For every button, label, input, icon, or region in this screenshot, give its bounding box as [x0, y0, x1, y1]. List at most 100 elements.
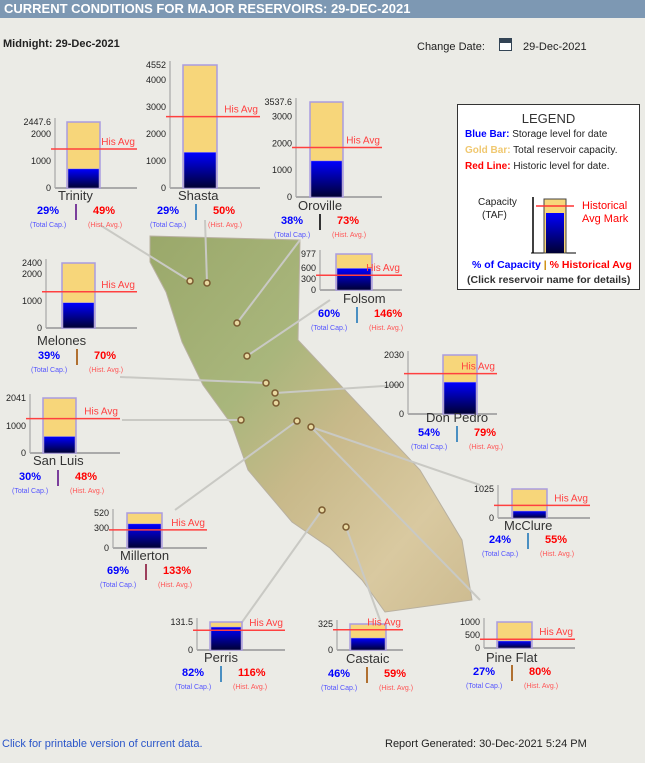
reservoir-name-link[interactable]: Folsom — [343, 291, 386, 306]
hist-avg-caption: (Hist. Avg.) — [158, 582, 193, 589]
legend-separator: | — [543, 259, 547, 271]
his-avg-label: His Avg — [367, 618, 401, 629]
reservoir-name-link[interactable]: Trinity — [58, 188, 93, 203]
reservoir-name-link[interactable]: Shasta — [178, 188, 219, 203]
reservoir-location-dot[interactable] — [262, 379, 270, 387]
change-date-value[interactable]: 29-Dec-2021 — [523, 41, 587, 53]
printable-version-link[interactable]: Click for printable version of current d… — [2, 738, 203, 750]
calendar-icon[interactable] — [499, 38, 512, 51]
reservoir-location-dot[interactable] — [293, 417, 301, 425]
his-avg-label: His Avg — [554, 493, 588, 504]
legend-panel: LEGEND Blue Bar: Storage level for date … — [457, 104, 640, 290]
tick-label: 3537.6 — [264, 97, 292, 107]
reservoir-location-dot[interactable] — [233, 319, 241, 327]
pct-hist: 133% — [163, 565, 192, 577]
legend-sample-bar-icon — [531, 197, 576, 254]
hist-avg-caption: (Hist. Avg.) — [469, 444, 504, 451]
his-avg-label: His Avg — [171, 518, 205, 529]
reservoir-name-link[interactable]: Millerton — [120, 548, 170, 563]
legend-gold-key: Gold Bar: — [465, 145, 511, 156]
his-avg-label: His Avg — [101, 280, 135, 291]
reservoir-location-dot[interactable] — [271, 389, 279, 397]
reservoir-name-link[interactable]: Don Pedro — [426, 410, 489, 425]
reservoir-location-dot[interactable] — [307, 423, 315, 431]
reservoir-name-link[interactable]: Oroville — [298, 198, 343, 213]
pct-divider — [145, 564, 147, 580]
reservoir-location-dot[interactable] — [342, 523, 350, 531]
pct-divider — [220, 666, 222, 682]
leader-line — [246, 299, 331, 357]
reservoir-location-dot[interactable] — [243, 352, 251, 360]
reservoir-location-dot[interactable] — [318, 506, 326, 514]
tick-label: 0 — [489, 513, 494, 523]
tick-label: 2000 — [146, 129, 166, 139]
reservoir-name-link[interactable]: McClure — [504, 518, 553, 533]
total-cap-caption: (Total Cap.) — [274, 232, 311, 239]
tick-label: 4552 — [146, 60, 166, 70]
reservoir-location-dot[interactable] — [237, 416, 245, 424]
pct-hist: 49% — [93, 205, 116, 217]
reservoir-name-link[interactable]: San Luis — [33, 453, 84, 468]
total-cap-caption: (Total Cap.) — [175, 684, 212, 691]
reservoir-name-link[interactable]: Castaic — [346, 651, 390, 666]
his-avg-label: His Avg — [224, 105, 258, 116]
reservoir-chart-5: 0 1000 2030 His Avg — [384, 350, 497, 419]
tick-label: 2447.6 — [23, 117, 51, 127]
reservoir-location-dot[interactable] — [203, 279, 211, 287]
pct-capacity: 39% — [38, 350, 61, 362]
tick-label: 600 — [301, 263, 316, 273]
reservoir-location-dot[interactable] — [186, 277, 194, 285]
tick-label: 1000 — [384, 380, 404, 390]
pct-hist: 146% — [374, 308, 403, 320]
his-avg-label: His Avg — [539, 627, 573, 638]
legend-capacity: Capacity — [478, 197, 517, 208]
pct-hist: 79% — [474, 427, 497, 439]
storage-bar — [350, 637, 386, 651]
reservoir-name-link[interactable]: Melones — [37, 333, 87, 348]
tick-label: 0 — [161, 183, 166, 193]
reservoir-chart-10: 0 325 His Avg — [318, 618, 403, 655]
his-avg-label: His Avg — [84, 407, 118, 418]
hist-avg-caption: (Hist. Avg.) — [379, 685, 414, 692]
his-avg-label: His Avg — [249, 618, 283, 629]
total-cap-caption: (Total Cap.) — [466, 683, 503, 690]
tick-label: 1000 — [31, 156, 51, 166]
total-cap-caption: (Total Cap.) — [482, 551, 519, 558]
storage-bar — [67, 168, 100, 189]
reservoir-chart-0: 0 1000 2000 2447.6 His Avg — [23, 117, 137, 193]
storage-bar — [310, 160, 343, 198]
leader-line — [204, 219, 208, 284]
storage-bar — [43, 436, 76, 454]
tick-label: 0 — [399, 409, 404, 419]
tick-label: 1000 — [22, 296, 42, 306]
hist-avg-caption: (Hist. Avg.) — [208, 222, 243, 229]
total-cap-caption: (Total Cap.) — [12, 488, 49, 495]
reservoir-name-link[interactable]: Pine Flat — [486, 650, 538, 665]
pct-capacity: 29% — [37, 205, 60, 217]
total-cap-caption: (Total Cap.) — [311, 325, 348, 332]
storage-bar — [336, 268, 372, 291]
storage-bar — [127, 523, 162, 549]
tick-label: 977 — [301, 249, 316, 259]
pct-divider — [356, 307, 358, 323]
leader-line — [119, 376, 267, 384]
tick-label: 1000 — [460, 617, 480, 627]
page-title: CURRENT CONDITIONS FOR MAJOR RESERVOIRS:… — [0, 0, 645, 18]
tick-label: 1025 — [474, 484, 494, 494]
total-cap-caption: (Total Cap.) — [100, 582, 137, 589]
reservoir-location-dot[interactable] — [272, 399, 280, 407]
leader-line — [174, 420, 298, 511]
pct-hist: 50% — [213, 205, 236, 217]
leader-line — [236, 239, 301, 324]
legend-hist-mark-1: Historical — [582, 200, 628, 212]
change-date-label: Change Date: — [417, 41, 485, 53]
reservoir-chart-1: 0 1000 2000 3000 4000 4552 His Avg — [146, 60, 260, 193]
reservoir-chart-6: 0 1000 2041 His Avg — [6, 393, 120, 458]
pct-hist: 55% — [545, 534, 568, 546]
tick-label: 0 — [311, 285, 316, 295]
reservoir-name-link[interactable]: Perris — [204, 650, 238, 665]
